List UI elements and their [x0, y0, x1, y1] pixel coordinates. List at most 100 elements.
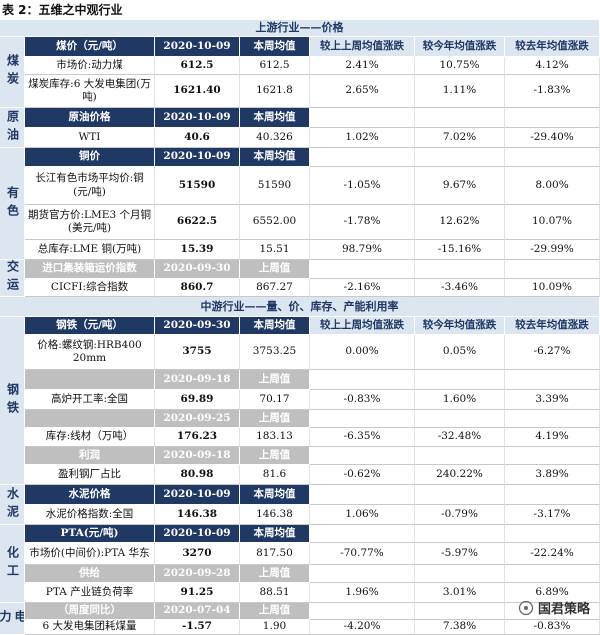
row-name: CICFI:综合指数	[25, 279, 155, 297]
header-name	[25, 370, 155, 390]
empty-cell	[415, 603, 505, 620]
empty-cell	[505, 260, 600, 279]
empty-cell	[415, 410, 505, 428]
period-value: 146.38	[240, 505, 310, 525]
header-label: 本周均值	[240, 108, 310, 128]
change-value: -0.83%	[505, 620, 600, 635]
change-value: -15.16%	[415, 240, 505, 260]
empty-cell	[415, 565, 505, 583]
change-value: 10.75%	[415, 57, 505, 75]
change-value: 0.05%	[415, 335, 505, 370]
row-name: 水泥价格指数:全国	[25, 505, 155, 525]
latest-value: -1.57	[155, 620, 240, 635]
change-value: -29.40%	[505, 128, 600, 148]
empty-cell	[310, 447, 415, 465]
period-value: 1621.8	[240, 75, 310, 108]
empty-cell	[415, 370, 505, 390]
header-date: 2020-09-30	[155, 317, 240, 335]
change-value: -0.62%	[310, 465, 415, 485]
row-name: 市场价:动力煤	[25, 57, 155, 75]
change-value: 2.65%	[310, 75, 415, 108]
period-value: 612.5	[240, 57, 310, 75]
sector-label: 电力	[0, 603, 25, 635]
change-value: -4.20%	[310, 620, 415, 635]
header-date: 2020-10-09	[155, 148, 240, 167]
change-value: -3.17%	[505, 505, 600, 525]
row-name: 价格:螺纹钢:HRB400 20mm	[25, 335, 155, 370]
change-value: 7.02%	[415, 128, 505, 148]
latest-value: 15.39	[155, 240, 240, 260]
change-value: 7.38%	[415, 620, 505, 635]
period-value: 81.6	[240, 465, 310, 485]
change-value: 8.00%	[505, 167, 600, 205]
row-name: 煤炭库存:6 大发电集团(万吨)	[25, 75, 155, 108]
empty-cell	[505, 370, 600, 390]
period-value: 51590	[240, 167, 310, 205]
latest-value: 612.5	[155, 57, 240, 75]
period-value: 40.326	[240, 128, 310, 148]
header-name: PTA(元/吨)	[25, 525, 155, 543]
row-name: 长江有色市场平均价:铜(元/吨)	[25, 167, 155, 205]
period-value: 15.51	[240, 240, 310, 260]
change-value: 1.02%	[310, 128, 415, 148]
period-value: 1.90	[240, 620, 310, 635]
header-name	[25, 410, 155, 428]
header-change: 较今年均值涨跌	[415, 317, 505, 335]
watermark: 国君策略	[518, 598, 590, 617]
empty-cell	[505, 108, 600, 128]
header-date: 2020-09-28	[155, 565, 240, 583]
row-name: 盈利钢厂占比	[25, 465, 155, 485]
row-name: PTA 产业链负荷率	[25, 583, 155, 603]
header-change: 较上上周均值涨跌	[310, 317, 415, 335]
empty-cell	[310, 108, 415, 128]
empty-cell	[310, 525, 415, 543]
header-date: 2020-07-04	[155, 603, 240, 620]
header-change: 较今年均值涨跌	[415, 37, 505, 57]
empty-cell	[310, 148, 415, 167]
period-value: 70.17	[240, 390, 310, 410]
header-name: 铜价	[25, 148, 155, 167]
change-value: 4.19%	[505, 428, 600, 447]
period-value: 6552.00	[240, 205, 310, 240]
row-name: 期货官方价:LME3 个月铜(美元/吨)	[25, 205, 155, 240]
change-value: 2.41%	[310, 57, 415, 75]
change-value: 1.06%	[310, 505, 415, 525]
period-value: 867.27	[240, 279, 310, 297]
change-value: -0.83%	[310, 390, 415, 410]
row-name: WTI	[25, 128, 155, 148]
empty-cell	[505, 565, 600, 583]
empty-cell	[505, 447, 600, 465]
sector-label: 原油	[0, 108, 25, 148]
latest-value: 860.7	[155, 279, 240, 297]
header-name: 利润	[25, 447, 155, 465]
header-label: 本周均值	[240, 37, 310, 57]
header-change: 较去年均值涨跌	[505, 37, 600, 57]
header-name: 钢铁（元/吨）	[25, 317, 155, 335]
header-name: 供给	[25, 565, 155, 583]
empty-cell	[415, 525, 505, 543]
change-value: -3.46%	[415, 279, 505, 297]
header-label: 上周值	[240, 565, 310, 583]
latest-value: 1621.40	[155, 75, 240, 108]
change-value: 3.01%	[415, 583, 505, 603]
header-date: 2020-10-09	[155, 37, 240, 57]
row-name: 库存:线材（万吨）	[25, 428, 155, 447]
header-name: 水泥价格	[25, 485, 155, 505]
header-date: 2020-10-09	[155, 525, 240, 543]
empty-cell	[505, 410, 600, 428]
header-label: 本周均值	[240, 148, 310, 167]
empty-cell	[415, 485, 505, 505]
period-value: 183.13	[240, 428, 310, 447]
empty-cell	[505, 485, 600, 505]
latest-value: 91.25	[155, 583, 240, 603]
header-name: （周度同比）	[25, 603, 155, 620]
change-value: 3.39%	[505, 390, 600, 410]
change-value: -5.97%	[415, 543, 505, 565]
watermark-text: 国君策略	[538, 602, 591, 617]
empty-cell	[310, 603, 415, 620]
header-label: 上周值	[240, 603, 310, 620]
empty-cell	[310, 370, 415, 390]
sector-label: 钢铁	[0, 317, 25, 485]
sector-label: 化工	[0, 525, 25, 603]
